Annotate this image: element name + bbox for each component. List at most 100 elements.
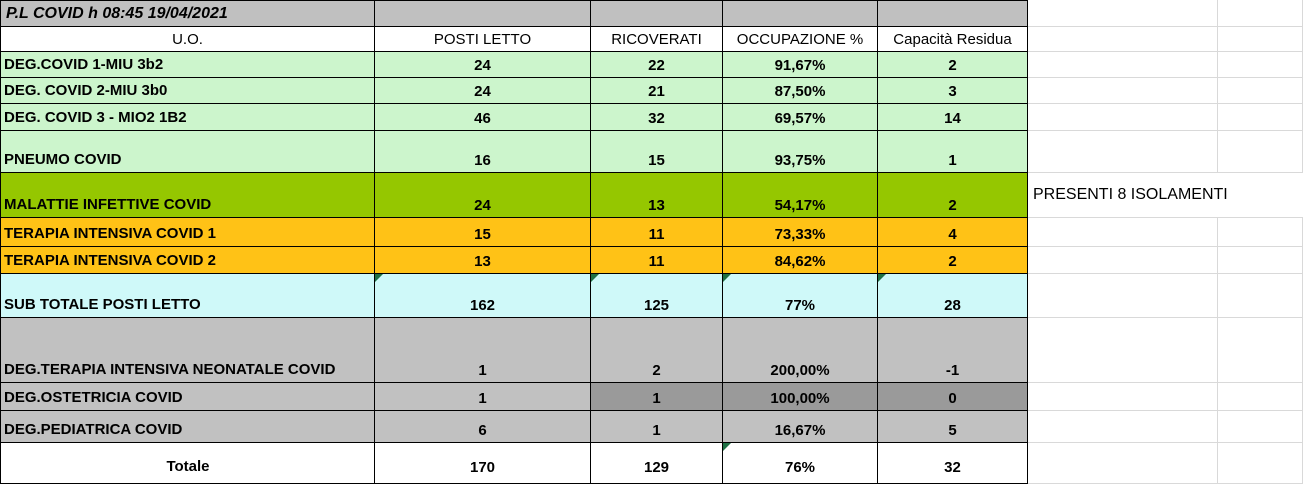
grid-cell xyxy=(1218,443,1303,484)
capacita-cell[interactable]: 2 xyxy=(878,173,1028,218)
occupazione-cell[interactable]: 93,75% xyxy=(723,131,878,173)
grid-cell xyxy=(1028,411,1218,443)
grid-cell xyxy=(1218,411,1303,443)
grid-cell xyxy=(1218,78,1303,104)
row-label-cell[interactable]: SUB TOTALE POSTI LETTO xyxy=(0,274,375,318)
cell-value: 28 xyxy=(944,297,961,314)
occupazione-cell[interactable]: 87,50% xyxy=(723,78,878,104)
ricoverati-cell[interactable]: 21 xyxy=(591,78,723,104)
occupazione-cell[interactable]: 84,62% xyxy=(723,247,878,274)
title-fill-cell xyxy=(375,0,591,27)
grid-cell xyxy=(1218,131,1303,173)
grid-cell xyxy=(1028,383,1218,411)
grid-cell xyxy=(1218,218,1303,247)
grid-cell xyxy=(1028,52,1218,78)
row-label-cell[interactable]: DEG. COVID 2-MIU 3b0 xyxy=(0,78,375,104)
title-fill-cell xyxy=(878,0,1028,27)
row-label-cell[interactable]: DEG.OSTETRICIA COVID xyxy=(0,383,375,411)
posti-letto-cell[interactable]: 162 xyxy=(375,274,591,318)
grid-cell xyxy=(1028,443,1218,484)
ricoverati-cell[interactable]: 1 xyxy=(591,411,723,443)
sheet-title: P.L COVID h 08:45 19/04/2021 xyxy=(0,0,375,27)
row-label-cell[interactable]: DEG. COVID 3 - MIO2 1B2 xyxy=(0,104,375,131)
ricoverati-cell[interactable]: 2 xyxy=(591,318,723,383)
isolamenti-note-cell[interactable]: PRESENTI 8 ISOLAMENTI xyxy=(1028,173,1303,218)
occupazione-cell[interactable]: 77% xyxy=(723,274,878,318)
occupazione-cell[interactable]: 69,57% xyxy=(723,104,878,131)
occupazione-cell[interactable]: 91,67% xyxy=(723,52,878,78)
grid-cell xyxy=(1218,104,1303,131)
row-label-cell[interactable]: DEG.COVID 1-MIU 3b2 xyxy=(0,52,375,78)
grid-cell xyxy=(1028,247,1218,274)
row-label-cell[interactable]: MALATTIE INFETTIVE COVID xyxy=(0,173,375,218)
row-label-cell[interactable]: DEG.PEDIATRICA COVID xyxy=(0,411,375,443)
occupazione-cell[interactable]: 200,00% xyxy=(723,318,878,383)
capacita-cell[interactable]: 0 xyxy=(878,383,1028,411)
ricoverati-cell[interactable]: 1 xyxy=(591,383,723,411)
cell-value: 162 xyxy=(469,297,496,314)
occupazione-cell[interactable]: 76% xyxy=(723,443,878,484)
capacita-cell[interactable]: 5 xyxy=(878,411,1028,443)
error-indicator-icon xyxy=(591,274,599,282)
row-label-cell[interactable]: TERAPIA INTENSIVA COVID 1 xyxy=(0,218,375,247)
posti-letto-cell[interactable]: 170 xyxy=(375,443,591,484)
cell-value: 76% xyxy=(784,459,816,476)
row-label-cell[interactable]: TERAPIA INTENSIVA COVID 2 xyxy=(0,247,375,274)
row-label-cell[interactable]: DEG.TERAPIA INTENSIVA NEONATALE COVID xyxy=(0,318,375,383)
occupazione-cell[interactable]: 54,17% xyxy=(723,173,878,218)
occupazione-cell[interactable]: 100,00% xyxy=(723,383,878,411)
grid-cell xyxy=(1028,0,1218,27)
cell-value: 125 xyxy=(643,297,670,314)
capacita-cell[interactable]: 3 xyxy=(878,78,1028,104)
ricoverati-cell[interactable]: 32 xyxy=(591,104,723,131)
row-label-cell[interactable]: PNEUMO COVID xyxy=(0,131,375,173)
capacita-cell[interactable]: -1 xyxy=(878,318,1028,383)
ricoverati-cell[interactable]: 15 xyxy=(591,131,723,173)
posti-letto-cell[interactable]: 46 xyxy=(375,104,591,131)
capacita-cell[interactable]: 4 xyxy=(878,218,1028,247)
grid-cell xyxy=(1028,318,1218,383)
posti-letto-cell[interactable]: 24 xyxy=(375,52,591,78)
capacita-cell[interactable]: 14 xyxy=(878,104,1028,131)
grid-cell xyxy=(1028,104,1218,131)
posti-letto-cell[interactable]: 24 xyxy=(375,173,591,218)
capacita-cell[interactable]: 1 xyxy=(878,131,1028,173)
error-indicator-icon xyxy=(723,274,731,282)
posti-letto-cell[interactable]: 15 xyxy=(375,218,591,247)
capacita-cell[interactable]: 2 xyxy=(878,247,1028,274)
ricoverati-cell[interactable]: 129 xyxy=(591,443,723,484)
posti-letto-cell[interactable]: 6 xyxy=(375,411,591,443)
occupazione-cell[interactable]: 73,33% xyxy=(723,218,878,247)
capacita-cell[interactable]: 28 xyxy=(878,274,1028,318)
grid-cell xyxy=(1218,52,1303,78)
grid-cell xyxy=(1218,0,1303,27)
posti-letto-cell[interactable]: 16 xyxy=(375,131,591,173)
error-indicator-icon xyxy=(878,274,886,282)
capacita-cell[interactable]: 32 xyxy=(878,443,1028,484)
column-header-ricoverati: RICOVERATI xyxy=(591,27,723,52)
ricoverati-cell[interactable]: 125 xyxy=(591,274,723,318)
row-label-cell[interactable]: Totale xyxy=(0,443,375,484)
posti-letto-cell[interactable]: 1 xyxy=(375,318,591,383)
ricoverati-cell[interactable]: 11 xyxy=(591,218,723,247)
title-fill-cell xyxy=(723,0,878,27)
ricoverati-cell[interactable]: 13 xyxy=(591,173,723,218)
ricoverati-cell[interactable]: 11 xyxy=(591,247,723,274)
grid-cell xyxy=(1028,131,1218,173)
column-header-uo: U.O. xyxy=(0,27,375,52)
posti-letto-cell[interactable]: 24 xyxy=(375,78,591,104)
grid-cell xyxy=(1028,274,1218,318)
occupazione-cell[interactable]: 16,67% xyxy=(723,411,878,443)
grid-cell xyxy=(1218,274,1303,318)
grid-cell xyxy=(1218,383,1303,411)
column-header-occupazione: OCCUPAZIONE % xyxy=(723,27,878,52)
posti-letto-cell[interactable]: 1 xyxy=(375,383,591,411)
capacita-cell[interactable]: 2 xyxy=(878,52,1028,78)
column-header-posti-letto: POSTI LETTO xyxy=(375,27,591,52)
ricoverati-cell[interactable]: 22 xyxy=(591,52,723,78)
grid-cell xyxy=(1028,78,1218,104)
posti-letto-cell[interactable]: 13 xyxy=(375,247,591,274)
title-fill-cell xyxy=(591,0,723,27)
error-indicator-icon xyxy=(723,443,731,451)
